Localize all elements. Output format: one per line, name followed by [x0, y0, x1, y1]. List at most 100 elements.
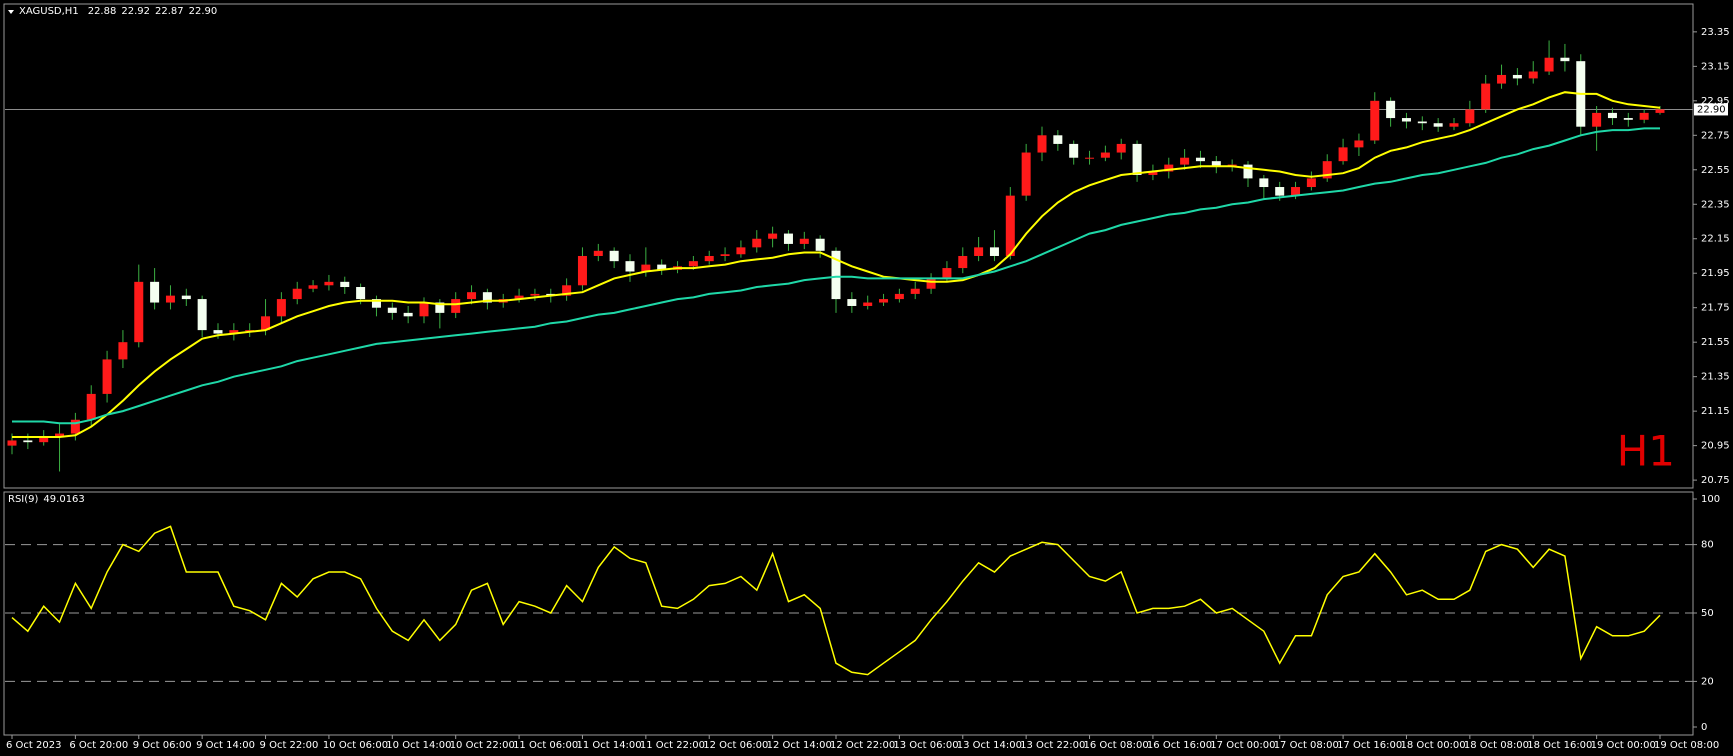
x-tick-label: 10 Oct 06:00 [323, 740, 388, 751]
candle-body [1655, 109, 1665, 113]
candle-body [799, 238, 809, 244]
candle-body [245, 330, 255, 332]
x-tick-label: 12 Oct 22:00 [830, 740, 895, 751]
candle-body [641, 264, 651, 272]
candle-body [1354, 140, 1364, 148]
candle-body [1021, 152, 1031, 196]
x-tick-label: 17 Oct 16:00 [1337, 740, 1402, 751]
candle-body [118, 342, 128, 360]
x-tick-label: 9 Oct 22:00 [260, 740, 319, 751]
candle-body [1401, 118, 1411, 122]
candle-body [1370, 100, 1380, 141]
candle-body [356, 287, 366, 300]
candle-body [688, 261, 698, 267]
candle-body [1291, 187, 1301, 196]
candle-body [150, 281, 160, 303]
candle-body [1322, 161, 1332, 179]
candle-body [102, 359, 112, 394]
candle-body [1528, 71, 1538, 79]
candle-body [926, 278, 936, 289]
candle-body [1623, 118, 1633, 120]
candle-body [1148, 171, 1158, 175]
candle-body [1639, 112, 1649, 120]
rsi-line [11, 525, 1661, 676]
x-tick-label: 6 Oct 2023 [6, 740, 61, 751]
candle-body [1417, 121, 1427, 124]
candle-body [261, 316, 271, 331]
candle-body [324, 281, 334, 286]
candle-body [768, 233, 778, 239]
candle-body [879, 299, 889, 303]
y-tick-label: 20 [1701, 676, 1714, 687]
candle-body [55, 433, 65, 438]
candle-body [435, 302, 445, 313]
candle-body [197, 299, 207, 331]
candle-body [419, 302, 429, 317]
y-tick-label: 23.15 [1701, 61, 1730, 72]
candle-body [514, 295, 524, 300]
candle-body [213, 330, 223, 334]
candle-body [942, 268, 952, 279]
y-tick-label: 21.95 [1701, 268, 1730, 279]
y-tick-label: 22.55 [1701, 165, 1730, 176]
header-open: 22.88 [87, 6, 117, 17]
rsi-title: RSI(9) [8, 494, 39, 505]
x-tick-label: 12 Oct 06:00 [703, 740, 768, 751]
candle-body [86, 393, 96, 420]
candle-body [593, 250, 603, 256]
y-tick-label: 21.75 [1701, 303, 1730, 314]
main-pane [3, 3, 1694, 489]
candle-body [1116, 143, 1126, 153]
moving-average [12, 127, 1660, 425]
candle-body [181, 295, 191, 300]
candle-body [815, 238, 825, 251]
candle-body [1005, 195, 1015, 256]
candle-body [1053, 135, 1063, 144]
y-tick-label: 80 [1701, 540, 1714, 551]
candle-body [831, 250, 841, 300]
candle-body [1211, 161, 1221, 167]
candle-body [783, 233, 793, 244]
candle-body [720, 254, 730, 256]
y-tick-label: 50 [1701, 608, 1714, 619]
candle-body [165, 295, 175, 303]
x-tick-label: 6 Oct 20:00 [69, 740, 128, 751]
y-tick-label: 20.95 [1701, 441, 1730, 452]
candle-body [292, 288, 302, 300]
x-tick-label: 10 Oct 14:00 [386, 740, 451, 751]
candle-body [1481, 83, 1491, 110]
x-tick-label: 18 Oct 16:00 [1527, 740, 1592, 751]
candle-body [229, 330, 239, 334]
y-tick-label: 100 [1701, 494, 1720, 505]
candle-body [752, 238, 762, 248]
current-price-label: 22.90 [1697, 104, 1726, 115]
candle-body [1497, 74, 1507, 84]
moving-average [12, 91, 1661, 438]
candle-body [1132, 143, 1142, 175]
header-high: 22.92 [121, 6, 150, 17]
rsi-current: 49.0163 [43, 494, 85, 505]
candle-body [847, 299, 857, 306]
x-tick-label: 13 Oct 22:00 [1020, 740, 1085, 751]
menu-arrow [8, 10, 14, 14]
candle-body [1259, 178, 1269, 188]
x-tick-label: 18 Oct 00:00 [1400, 740, 1465, 751]
x-tick-label: 19 Oct 00:00 [1591, 740, 1656, 751]
y-tick-label: 0 [1701, 722, 1707, 733]
candle-body [1164, 164, 1174, 172]
x-tick-label: 9 Oct 14:00 [196, 740, 255, 751]
header-close: 22.90 [188, 6, 218, 17]
x-tick-label: 10 Oct 22:00 [450, 740, 515, 751]
candle-body [1607, 112, 1617, 119]
x-tick-label: 19 Oct 08:00 [1654, 740, 1719, 751]
candle-body [23, 440, 33, 443]
timeframe-label: H1 [1617, 427, 1675, 476]
candle-body [340, 281, 350, 288]
candle-body [530, 293, 540, 296]
candle-body [134, 281, 144, 343]
candle-body [1037, 135, 1047, 153]
x-tick-label: 11 Oct 14:00 [576, 740, 641, 751]
candle-body [577, 255, 587, 286]
y-tick-label: 21.15 [1701, 406, 1730, 417]
